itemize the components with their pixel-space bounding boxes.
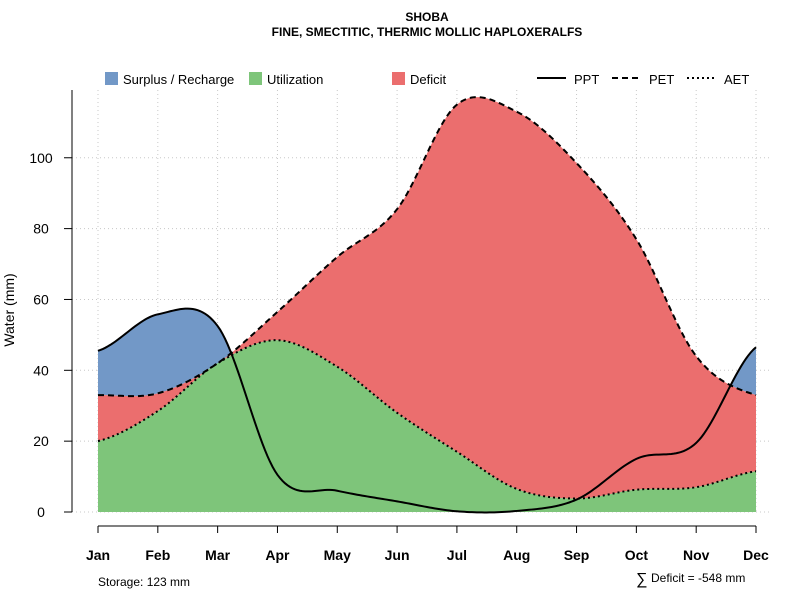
y-axis-title: Water (mm) (1, 273, 17, 346)
x-tick-label: Dec (743, 547, 769, 563)
x-tick-label: Jun (385, 547, 410, 563)
legend-swatch-surplus (105, 72, 118, 85)
y-tick-label: 20 (33, 433, 49, 449)
axes (71, 90, 756, 527)
chart-title: SHOBA (405, 10, 449, 24)
x-tick-label: Jul (447, 547, 467, 563)
series-lines (97, 96, 757, 514)
area-deficit (98, 97, 756, 499)
y-ticks: 0 20 40 60 80 100 (29, 150, 72, 520)
area-utilization (98, 340, 756, 512)
x-tick-label: Oct (625, 547, 649, 563)
deficit-annotation: Deficit = -548 mm (651, 571, 745, 585)
sum-symbol-icon: ∑ (636, 571, 647, 588)
series-line-ppt (97, 307, 757, 514)
area-surplus-recharge (98, 308, 756, 397)
legend: Surplus / Recharge Utilization Deficit P… (105, 72, 749, 87)
x-tick-label: May (324, 547, 351, 563)
legend-label-pet: PET (649, 72, 674, 87)
x-tick-label: Mar (205, 547, 230, 563)
x-tick-label: Sep (564, 547, 590, 563)
y-tick-label: 80 (33, 221, 49, 237)
y-tick-label: 60 (33, 291, 49, 307)
chart-subtitle: FINE, SMECTITIC, THERMIC MOLLIC HAPLOXER… (272, 25, 583, 39)
fill-areas (98, 97, 756, 512)
x-tick-label: Jan (86, 547, 110, 563)
x-tick-label: Apr (265, 547, 290, 563)
legend-label-ppt: PPT (574, 72, 599, 87)
legend-label-surplus: Surplus / Recharge (123, 72, 234, 87)
y-tick-label: 40 (33, 362, 49, 378)
x-tick-label: Feb (145, 547, 170, 563)
x-tick-label: Aug (503, 547, 530, 563)
legend-label-deficit: Deficit (410, 72, 447, 87)
y-tick-label: 100 (29, 150, 53, 166)
legend-swatch-utilization (249, 72, 262, 85)
storage-annotation: Storage: 123 mm (98, 575, 190, 589)
y-tick-label: 0 (37, 504, 45, 520)
series-line-pet (97, 96, 757, 398)
legend-label-aet: AET (724, 72, 749, 87)
x-tick-label: Nov (683, 547, 710, 563)
legend-label-utilization: Utilization (267, 72, 323, 87)
series-line-aet (97, 339, 757, 500)
legend-swatch-deficit (392, 72, 405, 85)
x-ticks: Jan Feb Mar Apr May Jun Jul Aug Sep Oct Nov Dec (86, 526, 769, 563)
